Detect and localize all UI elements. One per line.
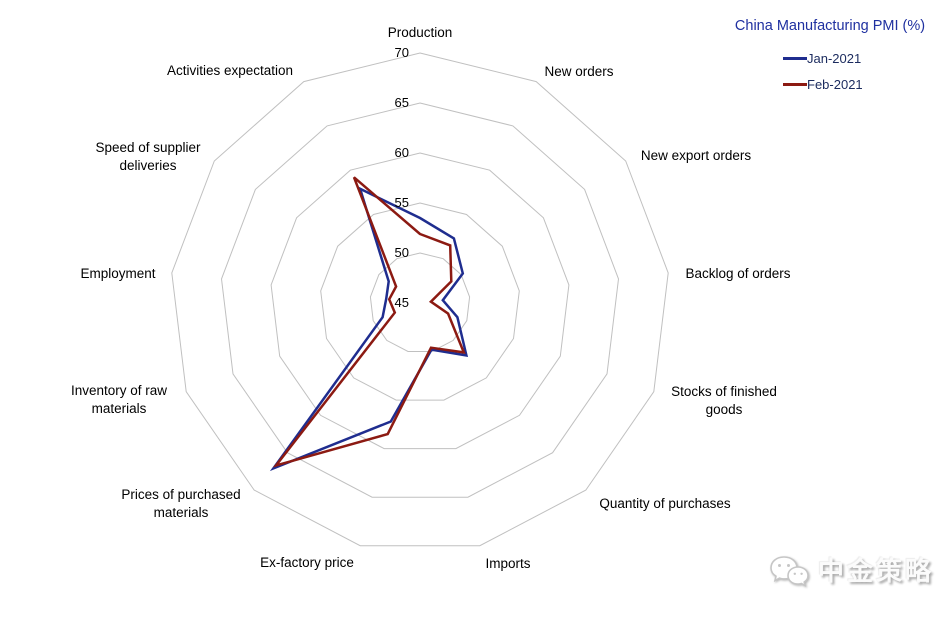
radial-tick-label-70: 70 bbox=[395, 45, 409, 60]
gridline-ring-65 bbox=[220, 102, 620, 498]
feb-series-swatch bbox=[783, 82, 807, 86]
axis-label-stocks-of-finished-goods: Stocks of finished goods bbox=[671, 384, 777, 417]
gridline-ring-60 bbox=[270, 152, 570, 450]
watermark: 中金策略 bbox=[768, 551, 934, 591]
gridline-ring-50 bbox=[369, 252, 471, 352]
watermark-text: 中金策略 bbox=[818, 556, 935, 586]
axis-label-quantity-of-purchases: Quantity of purchases bbox=[599, 496, 731, 511]
legend-item-feb[interactable]: Feb-2021 bbox=[783, 76, 863, 92]
axis-label-new-export-orders: New export orders bbox=[641, 148, 752, 163]
axis-label-prices-of-purchased-materials: Prices of purchased materials bbox=[121, 487, 240, 520]
radial-tick-label-60: 60 bbox=[395, 145, 409, 160]
series-line-feb-2021[interactable] bbox=[272, 176, 466, 468]
axis-label-imports: Imports bbox=[485, 556, 530, 571]
axis-label-activities-expectation: Activities expectation bbox=[167, 63, 293, 78]
axis-label-new-orders: New orders bbox=[544, 64, 613, 79]
legend-item-jan[interactable]: Jan-2021 bbox=[783, 50, 863, 66]
axis-label-employment: Employment bbox=[80, 266, 155, 281]
radial-tick-label-45: 45 bbox=[395, 295, 409, 310]
axis-label-backlog-of-orders: Backlog of orders bbox=[685, 266, 790, 281]
gridline-ring-55 bbox=[320, 202, 520, 401]
axis-label-production: Production bbox=[388, 25, 453, 40]
axis-label-ex-factory-price: Ex-factory price bbox=[260, 555, 354, 570]
chart-title: China Manufacturing PMI (%) bbox=[734, 18, 926, 34]
wechat-logo-icon bbox=[770, 556, 809, 587]
series-line-jan-2021[interactable] bbox=[269, 186, 469, 472]
radial-tick-label-65: 65 bbox=[395, 95, 409, 110]
gridline-ring-70 bbox=[171, 52, 669, 547]
radial-tick-label-55: 55 bbox=[395, 195, 409, 210]
axis-label-inventory-of-raw-materials: Inventory of raw materials bbox=[71, 383, 167, 416]
legend: Jan-2021 Feb-2021 bbox=[783, 50, 863, 102]
legend-label-feb: Feb-2021 bbox=[807, 76, 863, 92]
axis-label-speed-of-supplier-deliveries: Speed of supplier deliveries bbox=[95, 140, 201, 173]
radial-tick-label-50: 50 bbox=[395, 245, 409, 260]
legend-label-jan: Jan-2021 bbox=[807, 50, 862, 66]
jan-series-swatch bbox=[783, 56, 807, 60]
